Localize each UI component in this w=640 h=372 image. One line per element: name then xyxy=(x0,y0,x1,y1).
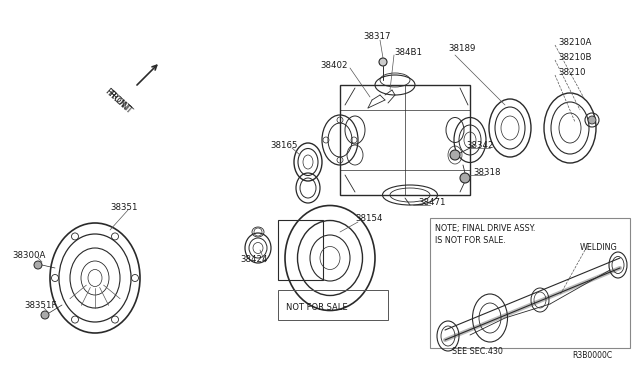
Text: 38165: 38165 xyxy=(270,141,298,150)
Text: 38189: 38189 xyxy=(448,44,476,52)
Text: 38210: 38210 xyxy=(558,67,586,77)
Text: 38317: 38317 xyxy=(363,32,390,41)
Text: NOT FOR SALE: NOT FOR SALE xyxy=(286,304,348,312)
Circle shape xyxy=(41,311,49,319)
Text: SEE SEC.430: SEE SEC.430 xyxy=(452,347,503,356)
Circle shape xyxy=(379,58,387,66)
Circle shape xyxy=(34,261,42,269)
Bar xyxy=(278,220,323,280)
Text: 38318: 38318 xyxy=(473,167,500,176)
Text: FRONT: FRONT xyxy=(105,89,134,116)
Text: 38471: 38471 xyxy=(418,198,445,206)
Bar xyxy=(278,290,388,320)
Bar xyxy=(430,218,630,348)
Text: 38342: 38342 xyxy=(466,141,493,150)
Text: 38351F: 38351F xyxy=(24,301,56,310)
Text: 38154: 38154 xyxy=(355,214,383,222)
Text: 384B1: 384B1 xyxy=(394,48,422,57)
Circle shape xyxy=(460,173,470,183)
Text: 38402: 38402 xyxy=(320,61,348,70)
Text: IS NOT FOR SALE.: IS NOT FOR SALE. xyxy=(435,235,506,244)
Bar xyxy=(340,85,470,195)
Text: NOTE; FINAL DRIVE ASSY.: NOTE; FINAL DRIVE ASSY. xyxy=(435,224,536,232)
Text: FRONT: FRONT xyxy=(103,87,132,114)
Text: R3B0000C: R3B0000C xyxy=(572,352,612,360)
Text: 38424: 38424 xyxy=(240,256,268,264)
Text: 38210B: 38210B xyxy=(558,52,591,61)
Text: 38210A: 38210A xyxy=(558,38,591,46)
Text: 38300A: 38300A xyxy=(12,250,45,260)
Text: WELDING: WELDING xyxy=(580,243,618,251)
Circle shape xyxy=(588,116,596,124)
Text: 38351: 38351 xyxy=(110,202,138,212)
Circle shape xyxy=(450,150,460,160)
